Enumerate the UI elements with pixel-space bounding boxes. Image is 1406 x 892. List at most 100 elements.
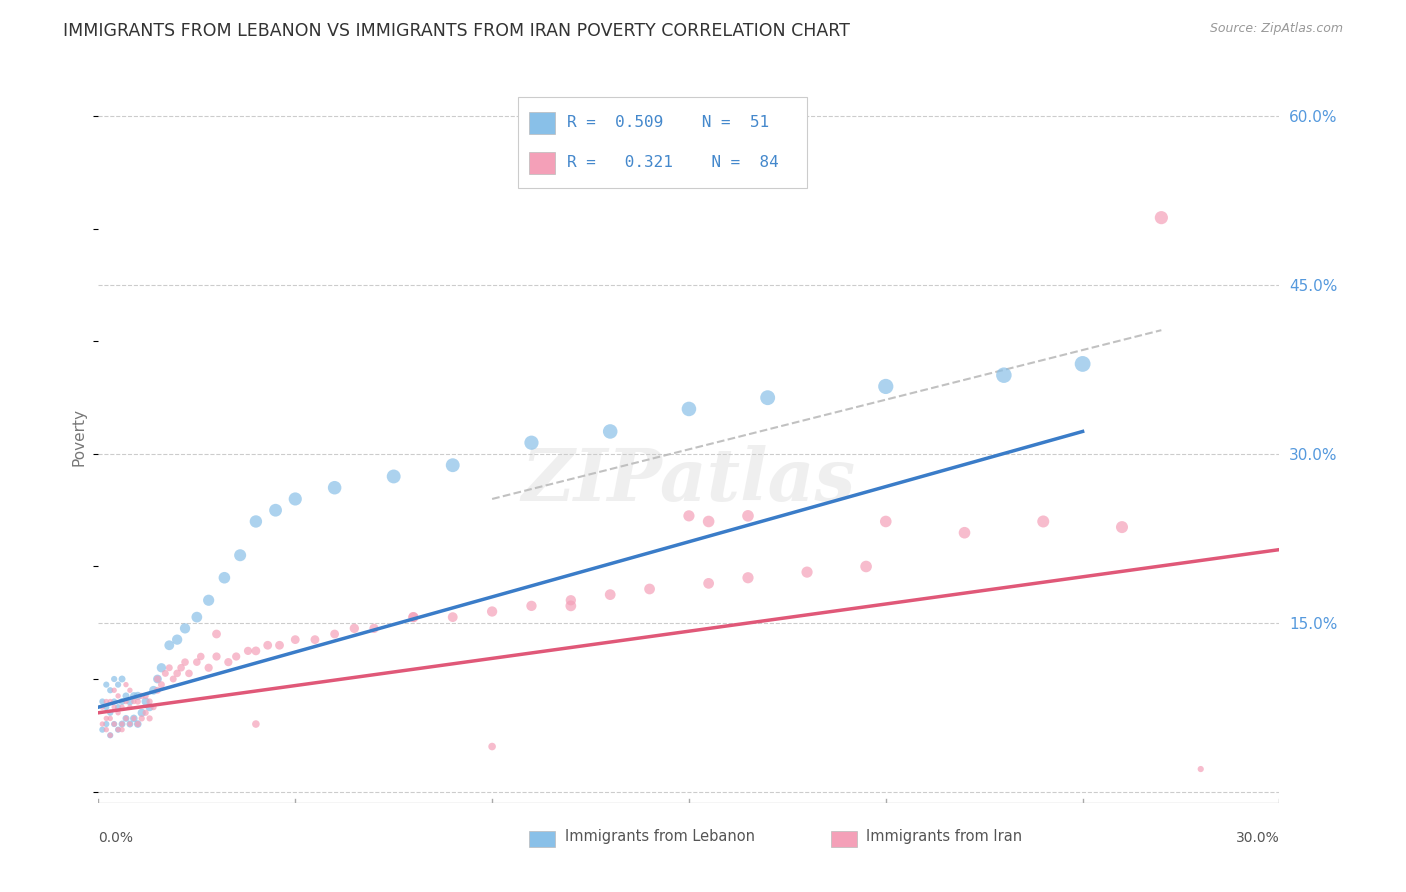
Point (186, 610, 208, 624)
Point (107, 700, 129, 714)
Point (118, 717, 141, 731)
Text: Immigrants from Lebanon: Immigrants from Lebanon (565, 829, 755, 844)
Point (166, 666, 188, 681)
Point (96, 678, 118, 692)
Point (103, 683, 125, 698)
Point (91, 717, 114, 731)
Point (236, 644, 259, 658)
Point (245, 644, 267, 658)
Point (162, 672, 184, 686)
Point (737, 508, 759, 523)
Point (91, 700, 114, 714)
Point (98, 711, 121, 725)
Point (107, 723, 129, 737)
Point (678, 401, 700, 416)
Point (135, 689, 157, 703)
Point (402, 610, 425, 624)
Point (323, 481, 346, 495)
Point (103, 694, 125, 708)
Point (214, 571, 236, 585)
Point (142, 700, 165, 714)
Point (96, 723, 118, 737)
Point (111, 700, 134, 714)
Point (98, 694, 121, 708)
Point (115, 678, 138, 692)
Point (245, 717, 267, 731)
Point (96, 711, 118, 725)
Point (131, 689, 153, 703)
Point (174, 655, 197, 669)
Point (599, 588, 621, 602)
Point (107, 706, 129, 720)
Point (441, 458, 464, 473)
Bar (831, 830, 856, 847)
Point (197, 593, 219, 607)
Point (115, 711, 138, 725)
Point (1071, 357, 1094, 371)
Point (190, 649, 212, 664)
Point (343, 621, 366, 635)
Point (796, 565, 818, 579)
Point (737, 571, 759, 585)
Point (875, 379, 897, 393)
Y-axis label: Poverty: Poverty (72, 408, 87, 467)
Point (122, 711, 145, 725)
Text: R =  0.509    N =  51: R = 0.509 N = 51 (567, 115, 769, 130)
Text: 30.0%: 30.0% (1236, 830, 1279, 845)
Point (146, 672, 169, 686)
Point (150, 678, 173, 692)
Point (953, 525, 976, 540)
Text: Source: ZipAtlas.com: Source: ZipAtlas.com (1209, 22, 1343, 36)
Point (875, 515, 897, 529)
Point (96, 694, 118, 708)
Point (96, 717, 118, 731)
Point (146, 672, 169, 686)
Point (284, 632, 307, 647)
Point (103, 700, 125, 714)
Point (284, 491, 307, 506)
Point (138, 700, 160, 714)
Point (118, 717, 141, 731)
Point (146, 683, 169, 698)
Point (98, 728, 121, 742)
Point (697, 576, 720, 591)
Point (115, 694, 138, 708)
Point (91, 694, 114, 708)
Point (855, 559, 877, 574)
Point (118, 694, 141, 708)
Point (323, 627, 346, 641)
Point (111, 717, 134, 731)
Text: ZIPatlas: ZIPatlas (522, 445, 856, 516)
Point (150, 661, 173, 675)
Point (127, 689, 149, 703)
Point (138, 711, 160, 725)
Point (127, 717, 149, 731)
Point (98, 728, 121, 742)
Point (225, 649, 247, 664)
Point (1111, 520, 1133, 534)
FancyBboxPatch shape (517, 97, 807, 188)
Point (107, 689, 129, 703)
Bar (530, 152, 555, 174)
Point (111, 717, 134, 731)
Point (560, 593, 582, 607)
Point (1150, 211, 1173, 225)
Point (481, 739, 503, 754)
Point (135, 694, 157, 708)
Point (96, 700, 118, 714)
Point (122, 711, 145, 725)
Point (269, 638, 291, 652)
Point (382, 469, 405, 483)
Point (993, 368, 1015, 383)
Point (98, 683, 121, 698)
Point (127, 717, 149, 731)
Point (560, 599, 582, 613)
Point (111, 672, 134, 686)
Point (520, 435, 543, 450)
Point (1032, 515, 1054, 529)
Point (122, 689, 145, 703)
Point (1189, 762, 1212, 776)
Text: R =   0.321    N =  84: R = 0.321 N = 84 (567, 155, 779, 170)
Point (256, 638, 278, 652)
Point (166, 632, 188, 647)
